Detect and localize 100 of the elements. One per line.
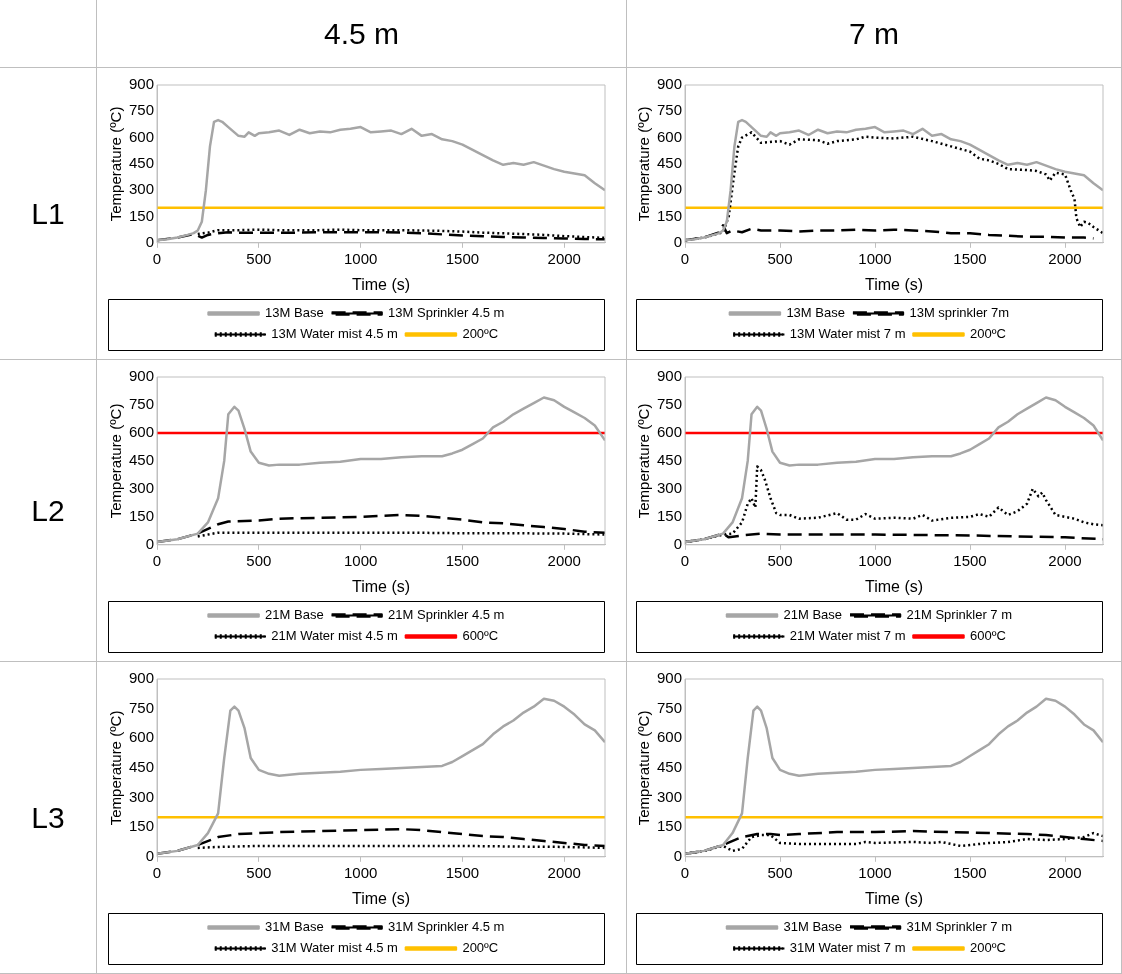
y-axis-title: Temperature (ºC) [107,710,125,825]
x-tick-label: 2000 [1047,249,1082,267]
y-tick-label: 300 [129,787,155,805]
y-tick-label: 750 [656,100,682,118]
legend-label: 13M sprinkler 7m [908,304,1009,320]
legend-label: 600ºC [969,627,1006,643]
y-tick-label: 300 [656,478,682,496]
legend-label: 200ºC [462,325,499,341]
legend-label: 200ºC [969,939,1006,955]
y-tick-label: 300 [656,179,682,197]
legend-label: 13M Base [785,304,845,320]
x-tick-label: 2000 [1047,551,1082,569]
x-axis-title: Time (s) [351,577,411,595]
y-tick-label: 150 [656,816,682,834]
x-tick-label: 1000 [857,863,892,881]
x-axis-title: Time (s) [864,889,923,907]
y-tick-label: 900 [129,366,155,384]
y-tick-label: 600 [129,422,155,440]
x-tick-label: 2000 [547,863,581,881]
y-tick-label: 750 [129,394,155,412]
x-tick-label: 2000 [547,249,581,267]
x-tick-label: 500 [246,249,272,267]
x-axis-title: Time (s) [351,275,411,293]
x-tick-label: 1500 [445,551,480,569]
y-tick-label: 450 [656,153,682,171]
legend-label: 31M Water mist 7 m [789,939,906,955]
y-tick-label: 600 [656,422,682,440]
category-label: L1 [31,196,65,230]
legend-label: 21M Water mist 7 m [789,627,906,643]
legend-label: 21M Sprinkler 7 m [906,606,1012,622]
legend-label: 31M Water mist 4.5 m [271,939,398,955]
legend-label: 21M Sprinkler 4.5 m [388,606,505,622]
y-tick-label: 900 [129,668,155,686]
y-tick-label: 750 [129,100,155,118]
y-axis-title: Temperature (ºC) [634,106,652,221]
category-label: L2 [31,493,65,527]
x-tick-label: 500 [767,551,793,569]
x-tick-label: 1500 [952,863,987,881]
y-tick-label: 150 [129,816,155,834]
y-tick-label: 750 [656,698,682,716]
y-tick-label: 450 [656,450,682,468]
x-tick-label: 500 [767,249,793,267]
legend-label: 13M Water mist 7 m [789,325,906,341]
x-tick-label: 1500 [952,249,987,267]
category-label: L3 [31,800,65,834]
y-tick-label: 450 [129,757,155,775]
y-tick-label: 150 [129,206,155,224]
y-axis-title: Temperature (ºC) [107,106,125,221]
y-axis-title: Temperature (ºC) [107,403,125,518]
legend-label: 13M Water mist 4.5 m [271,325,398,341]
legend-label: 21M Base [782,606,842,622]
y-tick-label: 150 [129,506,155,524]
y-tick-label: 450 [129,450,155,468]
y-tick-label: 0 [673,846,682,864]
y-tick-label: 900 [129,74,155,92]
x-tick-label: 2000 [547,551,581,569]
legend-label: 31M Base [265,918,324,934]
x-axis-title: Time (s) [864,577,923,595]
legend-label: 31M Sprinkler 4.5 m [388,918,505,934]
x-tick-label: 1500 [445,249,480,267]
y-tick-label: 900 [656,74,682,92]
y-tick-label: 450 [656,757,682,775]
legend-label: 21M Water mist 4.5 m [271,627,398,643]
category-label: 7 m [627,0,1122,68]
y-tick-label: 0 [145,846,155,864]
legend-label: 200ºC [462,939,499,955]
y-tick-label: 0 [145,534,155,552]
x-tick-label: 1000 [857,249,892,267]
y-tick-label: 300 [129,179,155,197]
y-tick-label: 0 [673,232,682,250]
y-axis-title: Temperature (ºC) [634,710,652,825]
y-tick-label: 0 [145,232,155,250]
x-tick-label: 1500 [445,863,480,881]
y-tick-label: 0 [673,534,682,552]
y-tick-label: 750 [129,698,155,716]
legend-label: 13M Sprinkler 4.5 m [388,304,505,320]
y-tick-label: 600 [129,727,155,745]
y-tick-label: 150 [656,206,682,224]
category-label: 4.5 m [97,0,627,68]
x-tick-label: 1000 [857,551,892,569]
y-tick-label: 450 [129,153,155,171]
x-axis-title: Time (s) [864,275,923,293]
x-tick-label: 500 [246,863,272,881]
legend-label: 31M Sprinkler 7 m [906,918,1012,934]
y-tick-label: 300 [129,478,155,496]
x-tick-label: 1000 [343,249,378,267]
y-tick-label: 600 [656,727,682,745]
legend-label: 13M Base [265,304,324,320]
y-tick-label: 300 [656,787,682,805]
y-tick-label: 900 [656,668,682,686]
legend-label: 21M Base [265,606,324,622]
x-tick-label: 500 [246,551,272,569]
y-axis-title: Temperature (ºC) [634,403,652,518]
y-tick-label: 750 [656,394,682,412]
x-tick-label: 2000 [1047,863,1082,881]
legend-label: 600ºC [462,627,499,643]
y-tick-label: 150 [656,506,682,524]
y-tick-label: 900 [656,366,682,384]
y-tick-label: 600 [656,127,682,145]
x-axis-title: Time (s) [351,889,411,907]
